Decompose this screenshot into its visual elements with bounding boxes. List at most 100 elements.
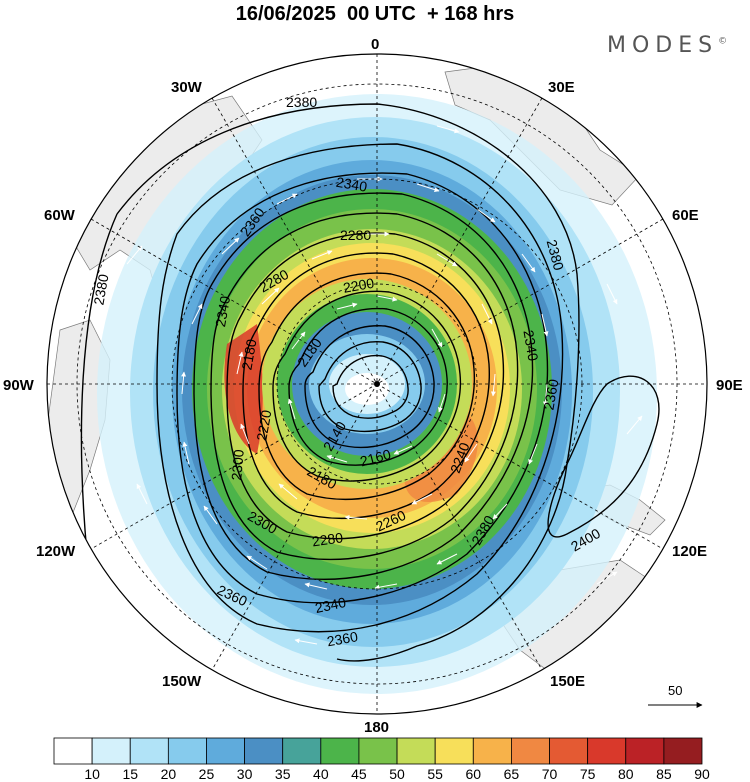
vector bbox=[246, 555, 268, 570]
colorbar-tick-label: 15 bbox=[122, 766, 138, 782]
vector bbox=[411, 493, 433, 505]
vector bbox=[521, 253, 536, 273]
contour-label: 2340 bbox=[335, 174, 369, 195]
vector bbox=[278, 483, 298, 500]
contour-2400 bbox=[547, 375, 660, 538]
map-disc bbox=[47, 54, 707, 714]
vector bbox=[126, 245, 143, 265]
colorbar-tick-label: 80 bbox=[618, 766, 634, 782]
contour-2240 bbox=[258, 272, 476, 500]
contour-label: 2280 bbox=[311, 529, 344, 549]
contour-2320 bbox=[193, 192, 534, 580]
colorbar-tick-label: 75 bbox=[580, 766, 596, 782]
vector bbox=[436, 553, 458, 565]
colorbar-swatch bbox=[282, 737, 322, 765]
vector bbox=[294, 638, 318, 645]
colorbar-tick-label: 90 bbox=[694, 766, 710, 782]
brand-name: MODES bbox=[607, 33, 719, 58]
colorbar-swatch bbox=[53, 737, 93, 765]
vector bbox=[490, 373, 496, 397]
vector bbox=[221, 237, 240, 255]
vector bbox=[438, 393, 446, 413]
vector bbox=[136, 483, 148, 505]
lon-label-90e: 90E bbox=[716, 377, 743, 394]
lon-label-30e: 30E bbox=[548, 79, 575, 96]
contour-label: 2280 bbox=[340, 227, 371, 243]
colorbar-tick-label: 20 bbox=[161, 766, 177, 782]
wind-vectors bbox=[126, 125, 643, 645]
vector bbox=[191, 303, 203, 325]
lon-label-150w: 150W bbox=[162, 673, 202, 690]
colorbar-tick-label: 70 bbox=[542, 766, 558, 782]
colorbar-swatch bbox=[358, 737, 398, 765]
vector bbox=[393, 445, 413, 455]
vector bbox=[287, 398, 296, 420]
vector bbox=[436, 253, 458, 267]
vector bbox=[416, 183, 440, 193]
vector bbox=[344, 514, 368, 520]
brand-logo: MODES© bbox=[607, 33, 727, 58]
contour-label: 2340 bbox=[314, 594, 348, 616]
colorbar-swatch bbox=[244, 737, 284, 765]
contour-2380 bbox=[80, 103, 580, 662]
colorbar-tick-label: 25 bbox=[199, 766, 215, 782]
vector bbox=[203, 505, 218, 525]
colorbar-swatch bbox=[549, 737, 589, 765]
pole-marker bbox=[374, 381, 380, 387]
colorbar-tick-label: 65 bbox=[504, 766, 520, 782]
colorbar-swatch bbox=[511, 737, 550, 765]
contour-2220 bbox=[272, 290, 462, 482]
vector bbox=[291, 331, 306, 350]
reference-vector-label: 50 bbox=[668, 683, 682, 698]
map-border bbox=[46, 53, 708, 715]
colorbar-swatch bbox=[129, 737, 169, 765]
colorbar-swatch bbox=[472, 737, 512, 765]
vector bbox=[240, 423, 250, 445]
vector bbox=[182, 441, 190, 465]
vector bbox=[436, 125, 460, 134]
lon-label-60w: 60W bbox=[44, 207, 76, 224]
contour-2260 bbox=[242, 252, 490, 520]
vector bbox=[464, 443, 478, 463]
colorbar-swatch bbox=[396, 737, 436, 765]
vector bbox=[261, 287, 280, 305]
vector bbox=[374, 583, 398, 590]
contour-label: 2300 bbox=[228, 448, 247, 481]
vector bbox=[596, 571, 618, 585]
colorbar-tick-label: 85 bbox=[656, 766, 672, 782]
contour-2140 bbox=[332, 354, 409, 419]
contour-label: 2220 bbox=[253, 408, 274, 442]
contour-label: 2160 bbox=[358, 446, 392, 470]
vector bbox=[326, 454, 348, 463]
colorbar-tick-label: 10 bbox=[84, 766, 100, 782]
lon-label-30w: 30W bbox=[171, 79, 203, 96]
vector bbox=[181, 371, 187, 395]
contour-label: 2180 bbox=[238, 338, 259, 372]
lon-label-120e: 120E bbox=[672, 543, 707, 560]
map-title: 16/06/2025 00 UTC + 168 hrs bbox=[235, 3, 515, 25]
vector bbox=[311, 250, 333, 260]
vector bbox=[476, 208, 496, 223]
contour-2300 bbox=[210, 212, 519, 561]
contour-label: 2380 bbox=[286, 94, 317, 110]
lon-label-120w: 120W bbox=[36, 543, 76, 560]
reference-vector: 50 bbox=[648, 683, 703, 708]
contour-label: 2340 bbox=[520, 329, 541, 363]
contour-label: 2360 bbox=[326, 628, 360, 649]
colorbar-tick-label: 45 bbox=[351, 766, 367, 782]
colorbar: 10 15 20 25 30 35 40 45 50 55 60 65 70 75 80 85 90 bbox=[53, 737, 710, 782]
colorbar-swatch bbox=[434, 737, 474, 765]
colorbar-tick-label: 50 bbox=[389, 766, 405, 782]
lon-label-60e: 60E bbox=[672, 207, 699, 224]
vector bbox=[606, 283, 618, 305]
colorbar-tick-label: 30 bbox=[237, 766, 253, 782]
colorbar-swatch bbox=[206, 737, 245, 765]
vector bbox=[336, 302, 358, 310]
contour-2180 bbox=[304, 325, 435, 449]
lon-label-150e: 150E bbox=[550, 673, 585, 690]
colorbar-swatch bbox=[320, 737, 360, 765]
vector bbox=[236, 351, 244, 375]
colorbar-swatch bbox=[625, 737, 665, 765]
contour-label: 2380 bbox=[90, 273, 111, 307]
